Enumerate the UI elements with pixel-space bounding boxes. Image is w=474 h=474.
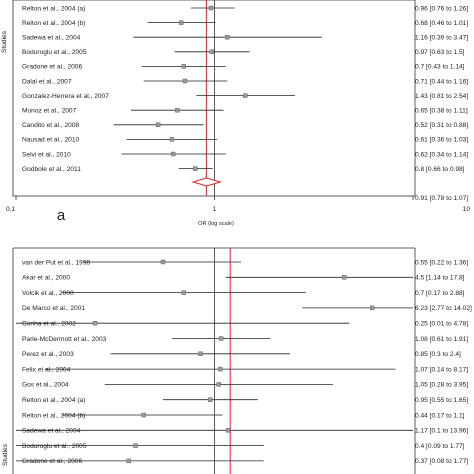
point-estimate	[218, 336, 224, 341]
point-estimate	[209, 49, 215, 54]
ci-label: 0.68 [0.46 to 1.01]	[415, 20, 468, 27]
x-tick-label: 0.1	[6, 206, 15, 213]
point-estimate	[179, 20, 184, 25]
ci-label: 0.96 [0.76 to 1.26]	[415, 5, 468, 12]
study-label: Relton et al., 2004 (a)	[22, 5, 85, 12]
study-label: Sadewa et al., 2004	[22, 428, 81, 435]
study-label: Selvi et al., 2010	[22, 151, 71, 158]
panel-label: a	[57, 207, 66, 224]
point-estimate	[181, 290, 186, 295]
pooled-diamond	[191, 177, 223, 187]
point-estimate	[160, 259, 166, 265]
point-estimate	[207, 397, 213, 402]
study-label: Boduroglu et al., 2005	[22, 443, 87, 450]
study-label: Parle-McDermott et al., 2003	[22, 336, 107, 343]
study-label: Perez et al., 2003	[22, 351, 74, 358]
point-estimate	[181, 64, 186, 69]
study-label: Godbole et al., 2011	[22, 166, 81, 173]
ci-label: 0.61 [0.36 to 1.03]	[415, 137, 468, 144]
point-estimate	[92, 321, 98, 326]
ci-label: 0.85 [0.3 to 2.4]	[415, 351, 461, 358]
ci-label: 1.17 [0.1 to 13.96]	[415, 428, 468, 435]
point-estimate	[198, 351, 203, 356]
point-estimate	[175, 107, 180, 113]
study-label: Volcik et al., 2000	[22, 290, 74, 297]
study-label: Relton et al., 2004 (b)	[22, 20, 85, 27]
study-label: Munoz et al., 2007	[22, 108, 77, 115]
point-estimate	[193, 166, 198, 171]
ci-label: 0.55 [0.22 to 1.36]	[415, 259, 468, 266]
plot-frame	[12, 0, 416, 197]
point-estimate	[171, 151, 176, 157]
point-estimate	[216, 382, 221, 387]
point-estimate	[208, 5, 214, 11]
ci-label: 0.71 [0.44 to 1.16]	[415, 78, 468, 85]
y-axis-label: Studies	[1, 30, 8, 53]
ci-label: 0.52 [0.31 to 0.88]	[415, 122, 468, 129]
ci-label: 1.43 [0.81 to 2.54]	[415, 93, 468, 100]
forest-plot-panel-b: van der Put et al., 1998 0.55 [0.22 to 1.…	[2, 247, 472, 474]
study-label: van der Put et al., 1998	[22, 259, 91, 266]
point-estimate	[225, 428, 231, 433]
ci-label: 0.7 [0.17 to 2.88]	[415, 290, 465, 297]
ci-label: 1.05 [0.28 to 3.95]	[415, 382, 468, 389]
study-label: Dalal et al., 2007	[22, 78, 72, 85]
ci-label: 1.08 [0.61 to 1.91]	[415, 336, 468, 343]
ci-label: 4.5 [1.14 to 17.8]	[415, 275, 465, 282]
x-tick-label: 1	[213, 206, 217, 213]
ci-label: 0.97 [0.63 to 1.5]	[415, 49, 465, 56]
x-tick-label: 10	[463, 206, 471, 213]
ci-label: 0.4 [0.09 to 1.77]	[415, 443, 465, 450]
point-estimate	[218, 366, 223, 372]
study-label: Boduroglu et al., 2005	[22, 49, 87, 56]
study-label: Akar et al., 2000	[22, 275, 70, 282]
study-label: Relton et al., 2004 (b)	[22, 412, 85, 419]
ci-label: 6.23 [2.77 to 14.02]	[415, 305, 472, 312]
ci-label: 0.37 [0.08 to 1.77]	[415, 458, 468, 465]
point-estimate	[341, 275, 347, 280]
point-estimate	[182, 78, 188, 84]
study-label: Gos et al., 2004	[22, 382, 69, 389]
study-label: Relton et al., 2004 (a)	[22, 397, 85, 404]
ci-label: 0.62 [0.34 to 1.14]	[415, 151, 468, 158]
study-label: Gonzalez-Herrera et al., 2007	[22, 93, 109, 100]
point-estimate	[155, 122, 161, 128]
study-label: Sadewa et al., 2004	[22, 35, 81, 42]
study-label: De Marco et al., 2001	[22, 305, 85, 312]
study-label: Gradone et al., 2006	[22, 64, 82, 71]
x-axis-label: OR (log scale)	[198, 221, 234, 227]
study-label: Candito et al., 2008	[22, 122, 80, 129]
study-label: Gradone et al., 2006	[22, 458, 82, 465]
study-label: Felix et al., 2004	[22, 366, 71, 373]
ci-label: 0.44 [0.17 to 1.1]	[415, 412, 465, 419]
ci-label: 1.16 [0.39 to 3.47]	[415, 35, 468, 42]
ci-label: 0.65 [0.38 to 1.11]	[415, 108, 468, 115]
point-estimate	[225, 35, 230, 40]
ci-label: 0.25 [0.01 to 4.78]	[415, 321, 468, 328]
study-label: Cunha et al., 2002	[22, 321, 76, 328]
ci-label: 0.8 [0.66 to 0.98]	[415, 166, 465, 173]
ci-label: 0.95 [0.55 to 1.65]	[415, 397, 468, 404]
point-estimate	[126, 458, 131, 464]
point-estimate	[133, 443, 138, 448]
forest-plot-panel-a: Relton et al., 2004 (a) 0.96 [0.76 to 1.2…	[1, 0, 470, 227]
point-estimate	[169, 137, 175, 142]
pooled-ci-label: 0.91 [0.78 to 1.07]	[415, 195, 468, 202]
point-estimate	[243, 93, 248, 98]
study-label: Nausad et al., 2010	[22, 137, 80, 144]
ci-label: 0.7 [0.43 to 1.14]	[415, 64, 465, 71]
y-axis-label: Studies	[2, 443, 9, 466]
ci-label: 1.07 [0.14 to 8.17]	[415, 366, 468, 373]
point-estimate	[141, 412, 146, 418]
point-estimate	[370, 305, 375, 311]
